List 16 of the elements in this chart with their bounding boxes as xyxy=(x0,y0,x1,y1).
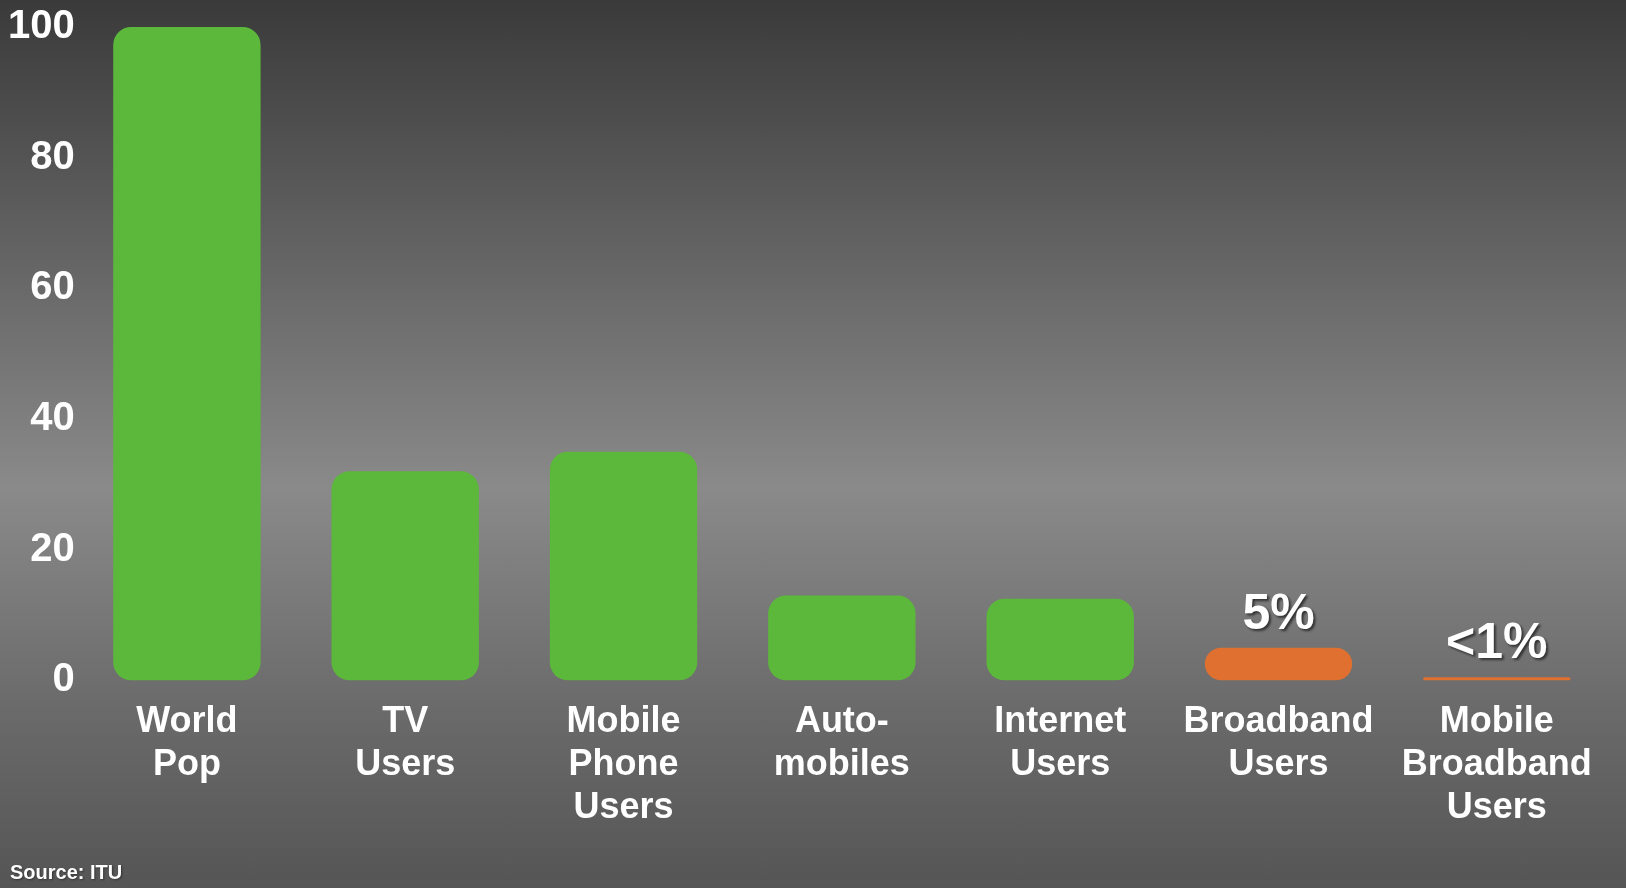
y-tick-label: 20 xyxy=(30,524,75,569)
x-tick-label: Internet Users xyxy=(994,698,1127,784)
data-label: <1% xyxy=(1446,612,1548,669)
y-tick-label: 0 xyxy=(52,655,75,700)
y-tick-label: 40 xyxy=(30,394,75,439)
x-tick-label: TV Users xyxy=(355,698,456,784)
y-tick-label: 60 xyxy=(30,263,75,308)
x-tick-label: Broadband Users xyxy=(1183,698,1374,784)
x-tick-label: Mobile Phone Users xyxy=(566,698,681,827)
x-tick-label: Auto-mobiles xyxy=(773,698,910,784)
data-label: 5% xyxy=(1242,583,1315,640)
y-tick-label: 80 xyxy=(30,132,75,177)
x-tick-label: World Pop xyxy=(136,698,238,784)
source-note: Source: ITU xyxy=(10,861,123,884)
x-tick-label: Mobile Broadband Users xyxy=(1401,698,1592,827)
y-tick-label: 100 xyxy=(7,2,75,47)
